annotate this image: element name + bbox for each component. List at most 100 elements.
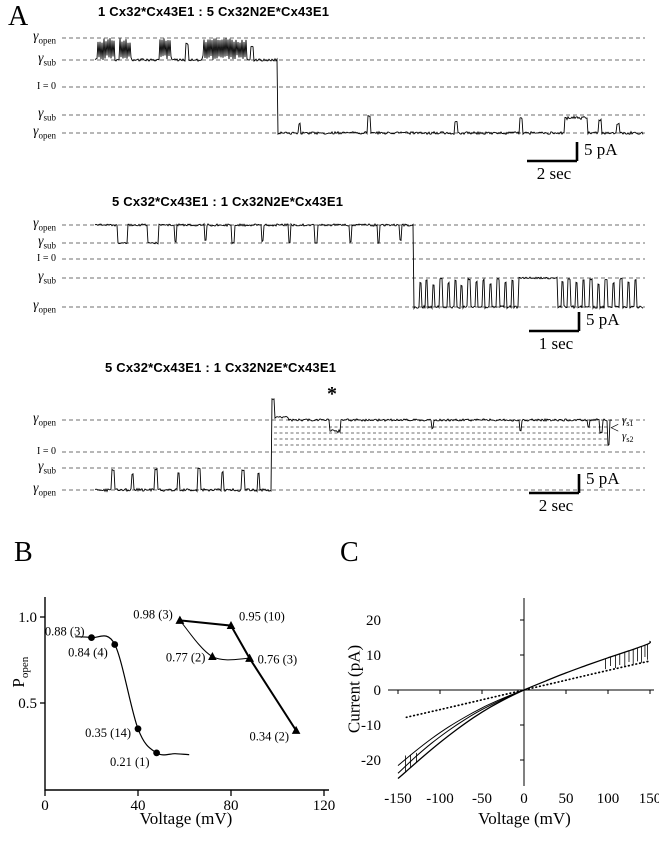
chart-text: 0.34 (2)	[250, 730, 290, 744]
chart-text: 0.84 (4)	[68, 646, 108, 660]
izero-symbol: I = 0	[37, 81, 56, 92]
current-trace	[94, 398, 613, 493]
trace3-scale-current-label: 5 pA	[586, 469, 620, 488]
level-subscript: open	[38, 222, 57, 233]
c-iv-curve	[405, 660, 651, 719]
gamma-symbol: γ	[33, 480, 39, 495]
chart-text: 80	[224, 798, 239, 814]
data-point-triangle	[245, 653, 254, 662]
gamma-symbol: γ	[33, 215, 39, 230]
data-point-triangle	[226, 621, 236, 629]
trace3-level-gamma-sub: γsub	[0, 459, 56, 478]
chart-text: -150	[384, 791, 412, 807]
trace3-level-izero: I = 0	[0, 445, 56, 461]
chart-text: 0	[374, 683, 382, 699]
trace1-level-izero: I = 0	[0, 80, 56, 96]
trace1-level-gamma-sub-top: γsub	[0, 51, 56, 70]
chart-text: 100	[597, 791, 620, 807]
data-point-circle	[111, 641, 119, 648]
gamma-symbol: γ	[33, 123, 39, 138]
chart-text: 0.95 (10)	[239, 610, 285, 624]
level-subscript: open	[38, 417, 57, 428]
data-point-triangle	[208, 652, 217, 660]
trace2-level-gamma-open-top: γopen	[0, 216, 56, 235]
chart-text: 0.88 (3)	[45, 625, 85, 639]
chart-text: 1.0	[18, 610, 37, 626]
chart-text: 0.77 (2)	[166, 651, 206, 665]
izero-symbol: I = 0	[37, 446, 56, 457]
data-point-triangle	[291, 725, 301, 734]
level-subscript: sub	[43, 275, 56, 286]
gamma-symbol: γ	[38, 268, 44, 283]
chart-text: 50	[559, 791, 574, 807]
trace1-level-gamma-open-bottom: γopen	[0, 124, 56, 143]
level-subscript: open	[38, 487, 57, 498]
chart-text: 0.76 (3)	[258, 652, 298, 666]
data-point-triangle	[175, 615, 185, 624]
c-iv-curve	[397, 689, 525, 766]
level-subscript: s1	[626, 419, 634, 429]
gamma-symbol: γ	[622, 430, 627, 442]
trace3-scale-time-label: 2 sec	[538, 496, 574, 515]
b-axes	[44, 597, 329, 791]
chart-text: 150	[639, 791, 659, 807]
izero-symbol: I = 0	[37, 253, 56, 264]
gamma-symbol: γ	[33, 410, 39, 425]
chart-text: -20	[361, 753, 381, 769]
trace3-level-gamma-open-top: γopen	[0, 411, 56, 430]
level-subscript: open	[38, 130, 57, 141]
trace3-gs2-label: γs2	[622, 430, 633, 446]
level-subscript: open	[38, 35, 57, 46]
popen-symbol: P	[8, 678, 28, 688]
data-point-circle	[88, 634, 95, 642]
trace1-level-gamma-sub-bottom: γsub	[0, 106, 56, 125]
panel-a-label: A	[8, 1, 29, 32]
level-subscript: sub	[43, 112, 56, 123]
trace1-level-gamma-open-top: γopen	[0, 29, 56, 48]
b-series-line	[179, 619, 297, 732]
chart-text: 20	[366, 613, 381, 629]
gamma-symbol: γ	[622, 414, 627, 426]
gamma-symbol: γ	[38, 458, 44, 473]
current-trace	[94, 38, 644, 136]
chart-text: 10	[366, 648, 381, 664]
trace2-level-gamma-open-bottom: γopen	[0, 298, 56, 317]
panel-c-xaxis-title: Voltage (mV)	[478, 809, 571, 828]
chart-text: -10	[361, 718, 381, 734]
chart-text: 0.5	[18, 696, 37, 712]
panel-c-label: C	[340, 537, 359, 568]
trace2-level-izero: I = 0	[0, 252, 56, 268]
popen-subscript: open	[19, 656, 32, 679]
level-subscript: open	[38, 304, 57, 315]
trace3-level-gamma-open-bottom: γopen	[0, 481, 56, 500]
trace2-title: 5 Cx32*Cx43E1 : 1 Cx32N2E*Cx43E1	[112, 194, 344, 209]
chart-text: 0	[520, 791, 528, 807]
trace3-substate-bracket-icon: <	[610, 420, 620, 437]
trace1-scale-time-label: 2 sec	[536, 164, 572, 183]
gamma-symbol: γ	[33, 28, 39, 43]
gamma-symbol: γ	[38, 50, 44, 65]
trace3-asterisk-annotation: *	[327, 383, 337, 405]
gamma-symbol: γ	[33, 297, 39, 312]
trace1-title: 1 Cx32*Cx43E1 : 5 Cx32N2E*Cx43E1	[98, 4, 330, 19]
gamma-symbol: γ	[38, 233, 44, 248]
data-point-circle	[153, 749, 161, 757]
chart-text: 0	[41, 798, 49, 814]
trace2-scale-time-label: 1 sec	[538, 334, 574, 353]
level-subscript: s2	[626, 435, 634, 445]
trace2-level-gamma-sub-top: γsub	[0, 234, 56, 253]
chart-text: -50	[472, 791, 492, 807]
trace3-gs1-label: γs1	[622, 414, 633, 430]
trace1-scale-current-label: 5 pA	[584, 140, 618, 159]
trace3-title: 5 Cx32*Cx43E1 : 1 Cx32N2E*Cx43E1	[105, 360, 337, 375]
level-subscript: sub	[43, 240, 56, 251]
panel-b-xaxis-title: Voltage (mV)	[139, 809, 233, 828]
chart-text: 40	[131, 798, 146, 814]
data-point-circle	[134, 725, 142, 733]
c-iv-curve	[397, 689, 525, 774]
trace2-level-gamma-sub-bottom: γsub	[0, 269, 56, 288]
chart-text: -100	[426, 791, 454, 807]
chart-text: 0.35 (14)	[85, 726, 131, 740]
chart-text: 0.98 (3)	[133, 607, 173, 621]
